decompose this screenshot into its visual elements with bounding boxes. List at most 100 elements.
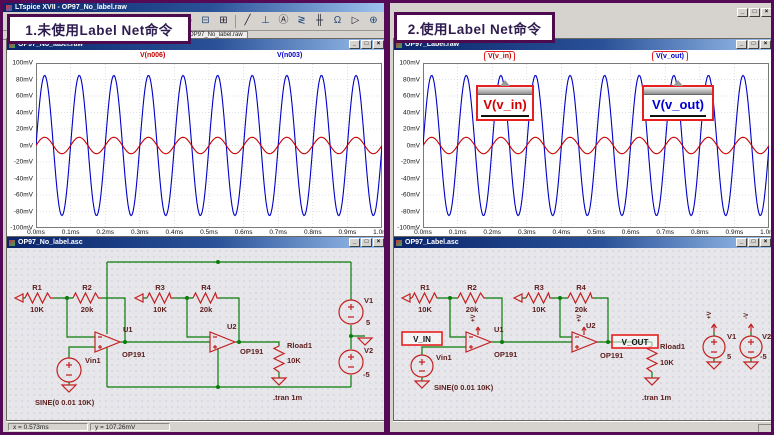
close-button[interactable]: × bbox=[760, 238, 771, 247]
label-u1-part: OP191 bbox=[122, 350, 145, 359]
y-tick-label: -100mV bbox=[397, 224, 420, 232]
x-tick-label: 0.7ms bbox=[656, 229, 675, 236]
ground-icon[interactable]: ⊥ bbox=[261, 15, 270, 26]
maximize-button[interactable]: □ bbox=[748, 238, 759, 247]
maximize-button[interactable]: □ bbox=[749, 8, 760, 17]
label-sine: SINE(0 0.01 10K) bbox=[434, 383, 494, 392]
source-v1[interactable] bbox=[702, 335, 726, 359]
print-icon[interactable]: ⊟ bbox=[201, 15, 210, 26]
resistor-rload[interactable] bbox=[272, 345, 286, 373]
status-x-coordinate: x = 0.573ms bbox=[8, 423, 88, 431]
label-r4-value: 20k bbox=[575, 305, 588, 314]
y-tick-label: 60mV bbox=[16, 92, 33, 100]
net-label-vin[interactable]: V_IN bbox=[413, 335, 431, 344]
maximize-button[interactable]: □ bbox=[361, 40, 372, 49]
y-axis-labels: 100mV 80mV 60mV 40mV 20mV 0mV -20mV -40mV -60mV -… bbox=[7, 60, 34, 232]
resistor-r2[interactable] bbox=[457, 291, 486, 305]
label-r1: R1 bbox=[32, 283, 42, 292]
minimize-button[interactable]: _ bbox=[349, 40, 360, 49]
annotation-box-left: 1.未使用Label Net命令 bbox=[7, 14, 191, 44]
minimize-button[interactable]: _ bbox=[736, 40, 747, 49]
legend-trace-blue[interactable]: V(n003) bbox=[277, 52, 303, 59]
label-r1-value: 10K bbox=[30, 305, 44, 314]
opamp-u2[interactable] bbox=[209, 331, 237, 353]
opamp-u1[interactable] bbox=[465, 331, 493, 353]
close-button[interactable]: × bbox=[373, 40, 384, 49]
label-rload-value: 10K bbox=[660, 358, 674, 367]
opamp-u2[interactable] bbox=[571, 331, 599, 353]
print-preview-icon[interactable]: ⊞ bbox=[219, 15, 228, 26]
close-button[interactable]: × bbox=[761, 8, 771, 17]
x-tick-label: 0.9ms bbox=[338, 229, 357, 236]
callout-pointer bbox=[673, 80, 683, 86]
minimize-button[interactable]: _ bbox=[737, 8, 748, 17]
schematic-canvas[interactable]: R1 10K R2 20k R3 10K R4 20k U1 OP191 U2 … bbox=[7, 248, 384, 420]
y-tick-label: 40mV bbox=[403, 109, 420, 116]
schematic-window-title: OP97_Label.asc bbox=[405, 239, 459, 246]
app-titlebar: LTspice XVII - OP97_No_label.raw bbox=[3, 3, 384, 12]
capacitor-icon[interactable]: ╫ bbox=[315, 15, 324, 26]
callout-magnifier-bar bbox=[644, 87, 712, 95]
close-button[interactable]: × bbox=[373, 238, 384, 247]
resistor-r2[interactable] bbox=[72, 291, 101, 305]
x-tick-label: 0.6ms bbox=[621, 229, 640, 236]
resize-grip[interactable] bbox=[758, 424, 771, 432]
net-label-vout[interactable]: V_OUT bbox=[622, 338, 649, 347]
label-u1: U1 bbox=[123, 325, 133, 334]
waveform-canvas[interactable] bbox=[36, 63, 382, 228]
component-icon[interactable]: ⊕ bbox=[369, 15, 378, 26]
minimize-button[interactable]: _ bbox=[736, 238, 747, 247]
callout-vout: V(v_out) bbox=[642, 80, 714, 121]
minimize-button[interactable]: _ bbox=[349, 238, 360, 247]
net-port-arrow bbox=[400, 293, 411, 303]
source-vin1[interactable] bbox=[410, 354, 434, 378]
inductor-icon[interactable]: Ω bbox=[333, 15, 342, 26]
resistor-r1[interactable] bbox=[411, 291, 438, 305]
maximize-button[interactable]: □ bbox=[748, 40, 759, 49]
label-r4: R4 bbox=[201, 283, 211, 292]
resistor-r3[interactable] bbox=[146, 291, 173, 305]
ground-symbol bbox=[643, 377, 661, 386]
schematic-window-right: OP97_Label.asc _ □ × bbox=[393, 236, 771, 421]
ground-symbol bbox=[742, 361, 760, 370]
plot-pane[interactable]: 100mV 80mV 60mV 40mV 20mV 0mV -20mV -40mV -60mV -… bbox=[7, 60, 384, 237]
x-tick-label: 1.0ms bbox=[373, 229, 384, 236]
net-port-arrow bbox=[13, 293, 24, 303]
source-v2[interactable] bbox=[739, 335, 763, 359]
resistor-r4[interactable] bbox=[567, 291, 594, 305]
net-label-vin-box[interactable] bbox=[401, 331, 443, 346]
resistor-rload[interactable] bbox=[645, 345, 659, 373]
x-tick-label: 1.0ms bbox=[760, 229, 771, 236]
legend-trace-red[interactable]: V(n006) bbox=[140, 52, 166, 59]
draw-line-icon[interactable]: ╱ bbox=[244, 15, 251, 26]
waveform-window-title: OP97_Label.raw bbox=[405, 41, 460, 48]
diode-icon[interactable]: ▷ bbox=[351, 15, 360, 26]
label-r4-value: 20k bbox=[200, 305, 213, 314]
y-tick-label: -40mV bbox=[13, 175, 33, 182]
net-label-vout-box[interactable] bbox=[611, 334, 659, 349]
label-net-icon[interactable]: Ⓐ bbox=[278, 15, 289, 26]
opamp-u1[interactable] bbox=[94, 331, 122, 353]
source-vin1[interactable] bbox=[56, 357, 82, 383]
label-rload: Rload1 bbox=[287, 341, 312, 350]
x-tick-label: 0.6ms bbox=[234, 229, 253, 236]
plot-pane[interactable]: 100mV 80mV 60mV 40mV 20mV 0mV -20mV -40mV -60mV -… bbox=[394, 60, 771, 237]
maximize-button[interactable]: □ bbox=[361, 238, 372, 247]
waveform-canvas[interactable] bbox=[423, 63, 769, 228]
waveform-window-left: OP97_No_label.raw _ □ × V(n006) V(n003) … bbox=[6, 38, 384, 237]
x-tick-label: 0.5ms bbox=[587, 229, 605, 236]
source-v2[interactable] bbox=[338, 349, 364, 375]
resistor-r4[interactable] bbox=[192, 291, 219, 305]
resistor-r1[interactable] bbox=[24, 291, 53, 305]
y-tick-label: -60mV bbox=[400, 191, 420, 199]
ground-symbol bbox=[60, 384, 78, 393]
close-button[interactable]: × bbox=[760, 40, 771, 49]
ground-symbol bbox=[705, 361, 723, 370]
waveform-window-icon bbox=[396, 41, 402, 48]
source-v1[interactable] bbox=[338, 299, 364, 325]
schematic-canvas[interactable]: V_IN V_OUT R1 10K R2 20k R3 10K R4 20k +… bbox=[394, 248, 771, 420]
resistor-r3[interactable] bbox=[525, 291, 552, 305]
resistor-icon[interactable]: ≷ bbox=[297, 15, 306, 26]
waveform-window-titlebar: OP97_Label.raw _ □ × bbox=[394, 39, 771, 50]
label-v1-value: 5 bbox=[366, 318, 370, 327]
